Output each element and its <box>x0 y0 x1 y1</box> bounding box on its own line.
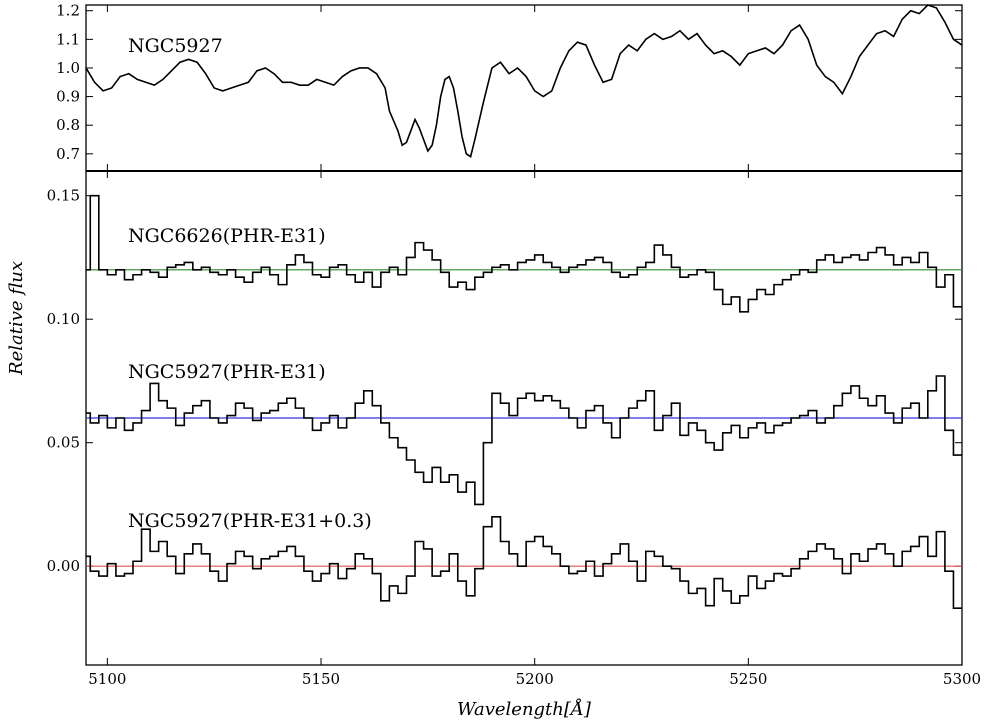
top-y-tick-label: 1.2 <box>56 2 80 20</box>
annotation-ngc5927: NGC5927(PHR-E31) <box>128 361 326 383</box>
top-y-tick-label: 0.8 <box>56 116 80 134</box>
bottom-y-axis: 0.00 0.05 0.10 0.15 <box>47 187 962 575</box>
bottom-y-tick-label: 0.05 <box>47 434 80 452</box>
bottom-x-axis: 5100 5150 5200 5250 5300 <box>88 171 981 688</box>
series-ngc6626 <box>86 194 962 313</box>
series-ngc5927 <box>86 375 962 506</box>
top-panel: 0.7 0.8 0.9 1.0 1.1 1.2 NGC5927 <box>56 2 963 172</box>
top-y-tick-label: 0.7 <box>56 145 80 163</box>
bottom-y-tick-label: 0.00 <box>47 557 80 575</box>
bottom-x-tick-label: 5200 <box>516 670 554 688</box>
bottom-y-tick-label: 0.10 <box>47 310 80 328</box>
bottom-x-tick-label: 5100 <box>88 670 126 688</box>
series-ngc5927-offset <box>86 516 962 609</box>
bottom-x-tick-label: 5250 <box>729 670 767 688</box>
bottom-panel: 0.00 0.05 0.10 0.15 5100 5150 5200 5250 5300 NG… <box>47 170 981 688</box>
series-line-ngc5927 <box>85 4 963 158</box>
bottom-x-tick-label: 5150 <box>302 670 340 688</box>
bottom-series-group <box>86 194 962 609</box>
top-y-tick-label: 1.1 <box>56 30 80 48</box>
bottom-y-tick-label: 0.15 <box>47 187 80 205</box>
x-axis-title: Wavelength[Å] <box>457 698 592 720</box>
annotation-ngc6626: NGC6626(PHR-E31) <box>128 225 326 247</box>
top-y-axis: 0.7 0.8 0.9 1.0 1.1 1.2 <box>56 2 962 163</box>
y-axis-title: Relative flux <box>6 261 27 376</box>
top-y-tick-label: 0.9 <box>56 88 80 106</box>
top-x-axis-ticks <box>106 5 963 171</box>
annotation-ngc5927-offset: NGC5927(PHR-E31+0.3) <box>128 510 372 532</box>
bottom-x-tick-label: 5300 <box>943 670 981 688</box>
top-y-tick-label: 1.0 <box>56 59 80 77</box>
panel-label-ngc5927: NGC5927 <box>128 35 223 57</box>
